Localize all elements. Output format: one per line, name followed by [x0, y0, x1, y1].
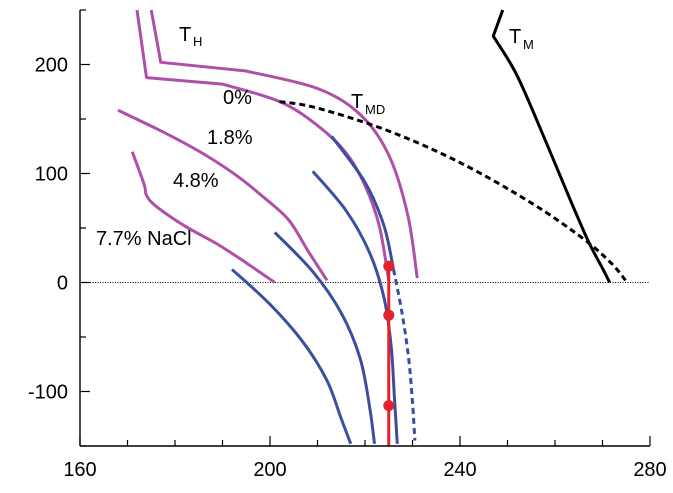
data-point-0: [383, 260, 395, 272]
tm-label: T: [509, 26, 521, 48]
y-tick-label: -100: [28, 382, 68, 404]
y-tick-label: 0: [57, 273, 68, 295]
tm-label-sub: M: [523, 37, 534, 52]
series-line-10: [491, 9, 611, 284]
tmd-label: T: [351, 91, 363, 113]
series-line-0: [130, 151, 276, 284]
data-point-2: [383, 400, 395, 412]
plot-area: [80, 9, 650, 446]
x-tick-label: 160: [63, 459, 96, 481]
x-tick-label: 240: [443, 459, 476, 481]
series-line-5: [273, 231, 376, 445]
curve-label-1-8pct: 1.8%: [207, 127, 253, 149]
series-line-3: [149, 9, 419, 279]
series-line-8: [392, 269, 417, 441]
x-tick-label: 280: [633, 459, 666, 481]
tmd-label-sub: MD: [365, 102, 385, 117]
th-label-sub: H: [193, 34, 202, 49]
curve-label-0pct: 0%: [223, 87, 252, 109]
curve-label-7-7pct-nacl: 7.7% NaCl: [96, 228, 192, 250]
series-line-4: [230, 268, 353, 445]
curve-label-4-8pct: 4.8%: [173, 170, 219, 192]
series-line-6: [311, 170, 399, 444]
series-line-7: [330, 135, 395, 270]
th-label: T: [179, 24, 191, 46]
series-line-1: [117, 108, 329, 282]
data-point-1: [383, 309, 395, 321]
y-tick-label: 200: [35, 55, 68, 77]
axes: 160 200 240 280 -100 0 100 200: [28, 9, 667, 481]
x-tick-label: 200: [253, 459, 286, 481]
series-line-9: [279, 100, 628, 283]
y-tick-label: 100: [35, 164, 68, 186]
